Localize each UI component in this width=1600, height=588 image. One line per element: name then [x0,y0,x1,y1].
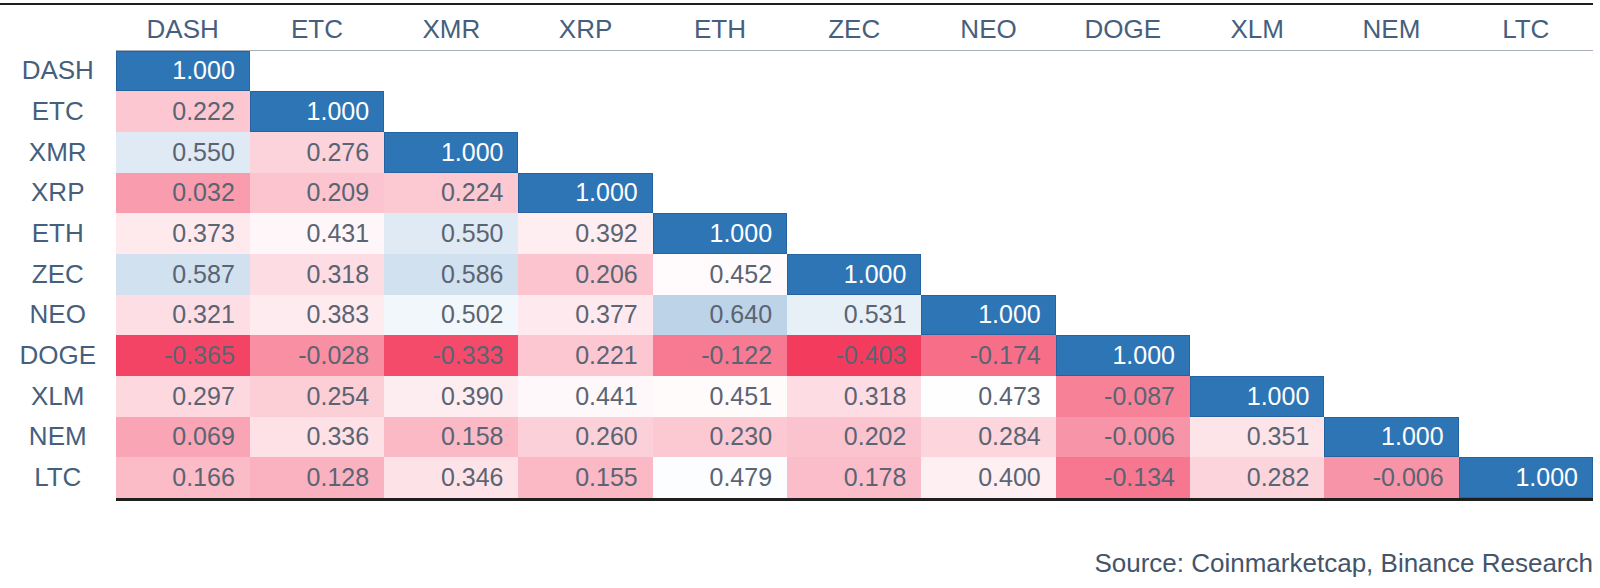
matrix-cell: 0.377 [518,295,652,336]
matrix-cell: 0.224 [384,173,518,214]
row-label-dash: DASH [0,51,116,92]
matrix-cell: 0.373 [116,213,250,254]
matrix-cell: 0.392 [518,213,652,254]
matrix-cell: 0.351 [1190,417,1324,458]
matrix-cell: 0.451 [653,376,787,417]
matrix-cell: 0.550 [116,132,250,173]
column-headers: DASHETCXMRXRPETHZECNEODOGEXLMNEMLTC [116,8,1593,50]
matrix-diagonal-cell: 1.000 [787,254,921,295]
matrix-cell: -0.028 [250,335,384,376]
matrix-cell: -0.333 [384,335,518,376]
matrix-cell: 0.390 [384,376,518,417]
correlation-matrix-figure: DASHETCXMRXRPETHZECNEODOGEXLMNEMLTC DASH… [0,0,1600,588]
matrix-diagonal-cell: 1.000 [1324,417,1458,458]
row-label-xlm: XLM [0,376,116,417]
column-header-eth: ETH [653,14,787,45]
matrix-cell: 0.254 [250,376,384,417]
row-label-eth: ETH [0,213,116,254]
matrix-cell: 0.230 [653,417,787,458]
matrix-cell: -0.122 [653,335,787,376]
row-label-zec: ZEC [0,254,116,295]
matrix-cell: 0.276 [250,132,384,173]
row-label-doge: DOGE [0,335,116,376]
matrix-cell: 0.158 [384,417,518,458]
column-header-doge: DOGE [1056,14,1190,45]
source-note: Source: Coinmarketcap, Binance Research [1094,548,1593,579]
heatmap-matrix: 1.0000.2221.0000.5500.2761.0000.0320.209… [116,51,1593,498]
matrix-diagonal-cell: 1.000 [1190,376,1324,417]
matrix-cell: 0.550 [384,213,518,254]
matrix-cell: -0.134 [1056,457,1190,498]
matrix-cell: 0.586 [384,254,518,295]
matrix-cell: 0.318 [787,376,921,417]
matrix-diagonal-cell: 1.000 [653,213,787,254]
matrix-cell: 0.260 [518,417,652,458]
matrix-diagonal-cell: 1.000 [250,91,384,132]
column-header-zec: ZEC [787,14,921,45]
matrix-diagonal-cell: 1.000 [518,173,652,214]
matrix-cell: 0.640 [653,295,787,336]
matrix-cell: 0.178 [787,457,921,498]
matrix-cell: 0.222 [116,91,250,132]
matrix-cell: 0.531 [787,295,921,336]
matrix-cell: 0.400 [921,457,1055,498]
column-header-xrp: XRP [518,14,652,45]
column-header-nem: NEM [1324,14,1458,45]
row-labels: DASHETCXMRXRPETHZECNEODOGEXLMNEMLTC [0,51,116,498]
matrix-cell: 0.221 [518,335,652,376]
matrix-cell: 0.441 [518,376,652,417]
matrix-cell: 0.128 [250,457,384,498]
matrix-diagonal-cell: 1.000 [921,295,1055,336]
row-label-etc: ETC [0,91,116,132]
matrix-cell: -0.006 [1324,457,1458,498]
row-label-xmr: XMR [0,132,116,173]
matrix-cell: -0.403 [787,335,921,376]
matrix-cell: 0.206 [518,254,652,295]
matrix-cell: 0.202 [787,417,921,458]
matrix-cell: -0.174 [921,335,1055,376]
matrix-cell: 0.318 [250,254,384,295]
matrix-cell: 0.166 [116,457,250,498]
row-label-nem: NEM [0,417,116,458]
matrix-cell: 0.383 [250,295,384,336]
matrix-cell: -0.087 [1056,376,1190,417]
column-header-etc: ETC [250,14,384,45]
row-label-ltc: LTC [0,457,116,498]
matrix-cell: 0.502 [384,295,518,336]
column-header-neo: NEO [921,14,1055,45]
matrix-diagonal-cell: 1.000 [116,51,250,92]
column-header-xlm: XLM [1190,14,1324,45]
matrix-cell: 0.321 [116,295,250,336]
bottom-divider [116,498,1594,501]
matrix-cell: 0.479 [653,457,787,498]
matrix-cell: 0.346 [384,457,518,498]
matrix-cell: 0.473 [921,376,1055,417]
matrix-diagonal-cell: 1.000 [384,132,518,173]
matrix-cell: 0.282 [1190,457,1324,498]
matrix-cell: 0.032 [116,173,250,214]
matrix-cell: 0.069 [116,417,250,458]
top-divider [0,3,1593,5]
matrix-cell: 0.452 [653,254,787,295]
matrix-cell: 0.336 [250,417,384,458]
matrix-cell: 0.209 [250,173,384,214]
column-header-xmr: XMR [384,14,518,45]
matrix-cell: 0.431 [250,213,384,254]
matrix-cell: 0.587 [116,254,250,295]
matrix-cell: -0.365 [116,335,250,376]
column-header-dash: DASH [116,14,250,45]
row-label-neo: NEO [0,295,116,336]
row-label-xrp: XRP [0,173,116,214]
matrix-diagonal-cell: 1.000 [1056,335,1190,376]
matrix-cell: 0.297 [116,376,250,417]
matrix-cell: 0.155 [518,457,652,498]
matrix-diagonal-cell: 1.000 [1459,457,1593,498]
column-header-ltc: LTC [1459,14,1593,45]
matrix-cell: -0.006 [1056,417,1190,458]
matrix-cell: 0.284 [921,417,1055,458]
